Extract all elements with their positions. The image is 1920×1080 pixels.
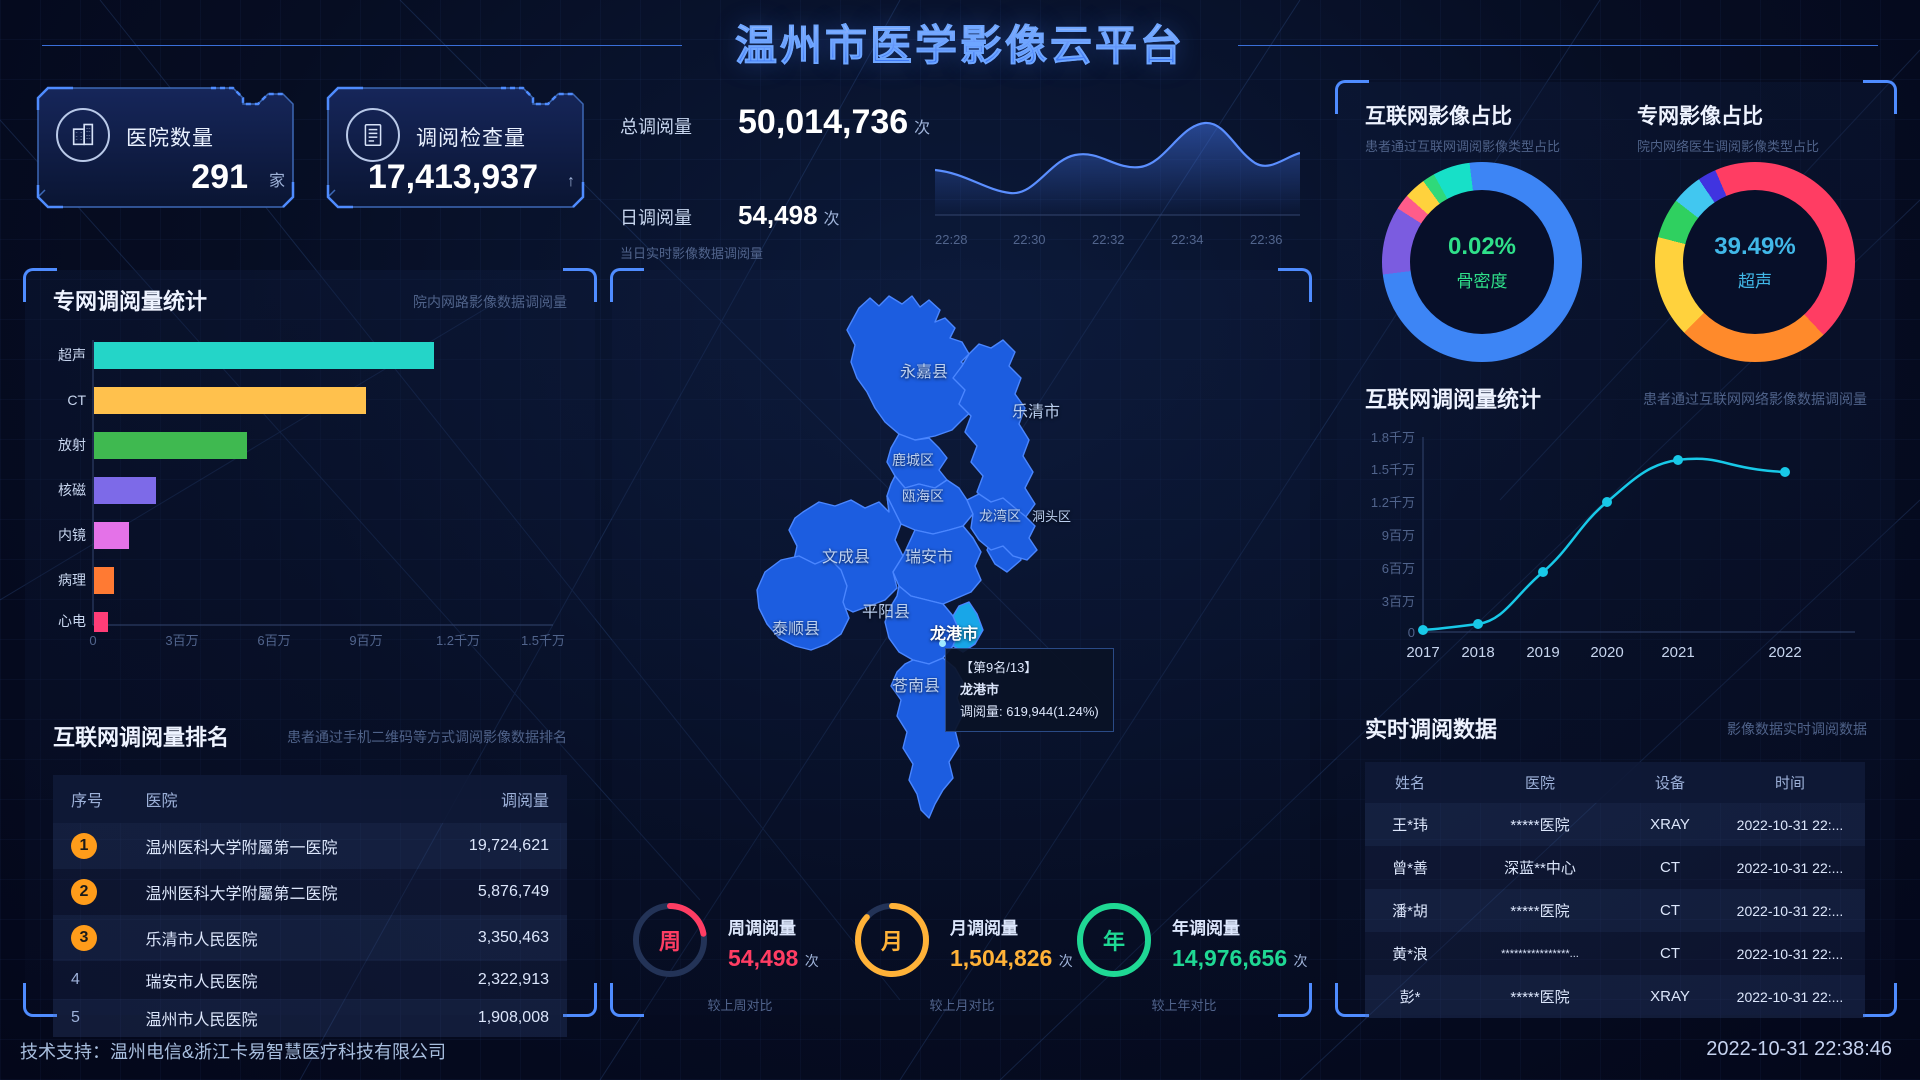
svg-text:1.5千万: 1.5千万	[1371, 462, 1415, 477]
svg-text:核磁: 核磁	[58, 482, 86, 498]
svg-text:2022: 2022	[1768, 644, 1801, 661]
svg-text:0: 0	[1408, 625, 1415, 640]
svg-text:0: 0	[89, 633, 96, 648]
svg-text:1.5千万: 1.5千万	[521, 633, 565, 648]
svg-text:超声: 超声	[58, 347, 86, 363]
svg-text:3百万: 3百万	[1382, 594, 1415, 609]
svg-text:2020: 2020	[1590, 644, 1623, 661]
svg-text:放射: 放射	[58, 437, 86, 453]
svg-text:3百万: 3百万	[165, 633, 198, 648]
svg-text:9百万: 9百万	[1382, 528, 1415, 543]
svg-text:CT: CT	[67, 392, 86, 408]
svg-text:2021: 2021	[1661, 644, 1694, 661]
svg-text:6百万: 6百万	[1382, 561, 1415, 576]
svg-text:1.8千万: 1.8千万	[1371, 430, 1415, 445]
svg-text:2017: 2017	[1406, 644, 1439, 661]
svg-text:病理: 病理	[58, 572, 86, 588]
svg-text:1.2千万: 1.2千万	[436, 633, 480, 648]
svg-text:2019: 2019	[1526, 644, 1559, 661]
svg-text:内镜: 内镜	[58, 527, 86, 543]
svg-text:1.2千万: 1.2千万	[1371, 495, 1415, 510]
svg-text:6百万: 6百万	[257, 633, 290, 648]
svg-text:心电: 心电	[58, 613, 86, 629]
svg-text:2018: 2018	[1461, 644, 1494, 661]
svg-text:9百万: 9百万	[349, 633, 382, 648]
